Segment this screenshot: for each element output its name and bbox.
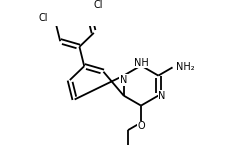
Text: N: N [158,91,166,101]
Text: NH₂: NH₂ [176,62,194,72]
Text: NH: NH [134,58,148,68]
Text: Cl: Cl [93,0,103,10]
Text: O: O [137,121,145,131]
Text: Cl: Cl [39,13,48,23]
Text: N: N [120,75,127,85]
